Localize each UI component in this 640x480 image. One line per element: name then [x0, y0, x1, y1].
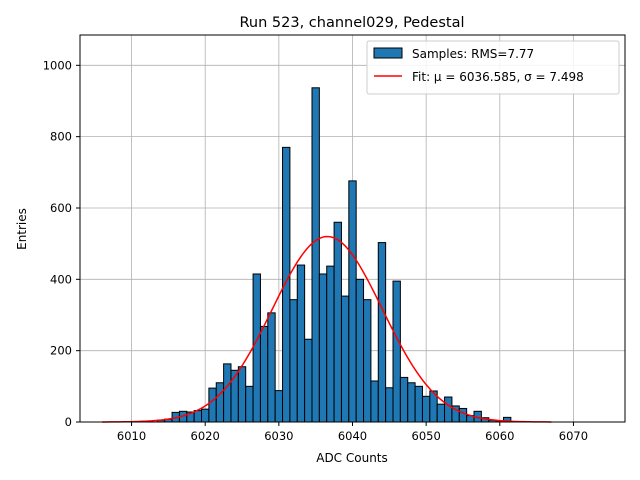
- y-tick-label: 200: [50, 344, 72, 358]
- x-axis-ticks: 6010 6020 6030 6040 6050 6060 6070: [117, 422, 588, 443]
- histogram-bar: [274, 390, 284, 423]
- histogram-bar: [414, 385, 423, 423]
- x-tick-label: 6020: [191, 429, 220, 443]
- x-tick-label: 6050: [412, 429, 441, 443]
- histogram-bar: [326, 265, 335, 423]
- histogram-bar: [370, 380, 379, 423]
- x-tick-label: 6010: [117, 429, 146, 443]
- histogram-bar: [311, 87, 320, 423]
- legend-fit-label: Fit: μ = 6036.585, σ = 7.498: [412, 70, 584, 84]
- histogram-bar: [201, 408, 210, 423]
- y-tick-label: 600: [50, 201, 72, 215]
- histogram-bar: [223, 363, 232, 423]
- x-tick-label: 6040: [338, 429, 367, 443]
- histogram-bar: [392, 280, 401, 423]
- histogram-bars: [156, 87, 512, 423]
- histogram-bar: [436, 403, 446, 423]
- histogram-bar: [407, 382, 416, 423]
- legend: Samples: RMS=7.77 Fit: μ = 6036.585, σ =…: [366, 40, 620, 95]
- histogram-bar: [252, 273, 261, 423]
- histogram-bar: [230, 369, 239, 423]
- y-axis-label: Entries: [15, 208, 29, 250]
- fit-curve: [102, 235, 552, 423]
- histogram-bar: [399, 376, 409, 423]
- histogram-bar: [289, 299, 298, 423]
- histogram-bar: [355, 278, 365, 423]
- histogram-bar: [304, 338, 313, 423]
- x-tick-label: 6060: [485, 429, 514, 443]
- y-tick-label: 0: [65, 415, 72, 429]
- y-tick-label: 800: [50, 130, 72, 144]
- histogram-bar: [245, 385, 254, 423]
- x-tick-label: 6030: [264, 429, 293, 443]
- histogram-bar: [208, 387, 217, 423]
- histogram-bar: [318, 273, 328, 423]
- histogram-bar: [421, 395, 431, 423]
- histogram-bar: [377, 242, 387, 423]
- histogram-bar: [340, 295, 350, 423]
- histogram-bar: [193, 410, 203, 423]
- legend-hist-label: Samples: RMS=7.77: [412, 47, 534, 61]
- x-axis-label: ADC Counts: [316, 451, 388, 465]
- histogram-bar: [259, 325, 269, 423]
- histogram-bar: [333, 221, 342, 423]
- legend-hist-swatch: [373, 47, 403, 59]
- histogram-bar: [458, 407, 468, 423]
- histogram-bar: [215, 382, 225, 423]
- y-tick-label: 400: [50, 272, 72, 286]
- legend-box: [366, 40, 620, 95]
- histogram-bar: [282, 146, 291, 423]
- histogram-bar: [385, 387, 394, 423]
- y-tick-label: 1000: [43, 58, 72, 72]
- histogram-bar: [267, 312, 276, 423]
- histogram-bar: [363, 299, 372, 423]
- histogram-bar: [237, 366, 247, 423]
- histogram-bar: [348, 180, 357, 423]
- chart-title: Run 523, channel029, Pedestal: [239, 15, 464, 31]
- histogram-bar: [444, 396, 453, 423]
- x-tick-label: 6070: [559, 429, 588, 443]
- y-axis-ticks: 0 200 400 600 800 1000: [43, 58, 80, 429]
- histogram-bar: [296, 264, 306, 423]
